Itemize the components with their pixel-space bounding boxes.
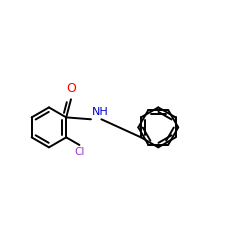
Text: O: O	[66, 82, 76, 94]
Text: NH: NH	[92, 108, 108, 118]
Text: Cl: Cl	[74, 147, 85, 157]
